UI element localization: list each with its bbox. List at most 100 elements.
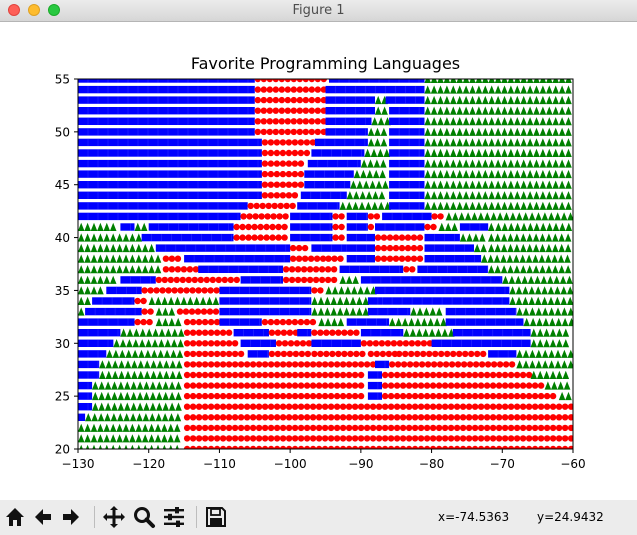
- blue-point-run: [78, 360, 100, 369]
- red-point: [231, 424, 239, 432]
- red-point: [373, 350, 381, 358]
- red-point: [357, 414, 365, 421]
- red-point: [162, 255, 170, 262]
- red-point: [267, 160, 275, 167]
- red-point: [525, 424, 533, 432]
- red-point: [278, 128, 285, 136]
- red-point: [363, 361, 371, 368]
- red-point: [398, 244, 406, 252]
- home-button[interactable]: [2, 504, 28, 530]
- data-row: [78, 222, 573, 231]
- red-point: [345, 424, 353, 432]
- red-point: [183, 445, 191, 449]
- red-point: [274, 350, 282, 358]
- red-point: [320, 128, 327, 136]
- red-point: [380, 234, 388, 241]
- red-point: [140, 297, 147, 305]
- red-point: [466, 361, 474, 368]
- red-point: [255, 445, 263, 449]
- red-point: [396, 350, 403, 358]
- red-point: [477, 445, 485, 449]
- red-point: [561, 435, 569, 442]
- red-point: [471, 371, 479, 379]
- red-point: [435, 371, 443, 379]
- red-point: [321, 424, 329, 432]
- red-point: [441, 371, 449, 379]
- red-point: [507, 371, 515, 379]
- figure-canvas[interactable]: Favorite Programming Languages −130 −120−…: [0, 22, 637, 500]
- red-point: [411, 435, 419, 442]
- red-point: [417, 435, 425, 442]
- red-point: [453, 392, 461, 400]
- red-point: [278, 86, 285, 93]
- red-point: [459, 424, 467, 432]
- red-point: [273, 181, 281, 188]
- zoom-button[interactable]: [131, 504, 157, 530]
- red-point: [332, 234, 339, 241]
- red-point: [489, 435, 497, 442]
- red-point: [255, 382, 263, 389]
- forward-button[interactable]: [58, 504, 84, 530]
- blue-point-run: [424, 233, 460, 242]
- red-point: [207, 414, 215, 421]
- red-point: [279, 435, 287, 442]
- configure-subplots-button[interactable]: [161, 504, 187, 530]
- red-point: [231, 371, 239, 379]
- red-point: [363, 424, 371, 432]
- red-point: [351, 445, 359, 449]
- red-point: [251, 234, 258, 241]
- red-point: [318, 266, 326, 273]
- red-point: [549, 392, 557, 400]
- red-point: [402, 340, 410, 347]
- red-point: [213, 424, 221, 432]
- red-point: [213, 318, 221, 326]
- red-point: [237, 445, 245, 449]
- red-point: [423, 403, 431, 410]
- red-point: [225, 424, 233, 432]
- blue-point-run: [219, 318, 262, 326]
- red-point: [332, 213, 339, 220]
- red-point: [249, 392, 257, 400]
- green-point-run: [85, 413, 182, 422]
- red-point: [314, 96, 321, 104]
- save-button[interactable]: [203, 504, 229, 530]
- data-row: [78, 79, 572, 83]
- blue-point-run: [304, 181, 351, 189]
- y-tick-label: 45: [55, 178, 70, 192]
- red-point: [225, 414, 233, 421]
- red-point: [269, 234, 276, 241]
- red-point: [374, 234, 382, 241]
- red-point: [465, 445, 473, 449]
- red-point: [189, 361, 197, 368]
- red-point: [188, 308, 196, 315]
- red-point: [267, 181, 275, 188]
- pan-button[interactable]: [101, 504, 127, 530]
- red-point: [155, 276, 162, 284]
- back-button[interactable]: [30, 504, 56, 530]
- red-point: [294, 266, 302, 273]
- red-point: [251, 223, 258, 231]
- red-point: [195, 392, 203, 400]
- data-row: [78, 95, 572, 105]
- red-point: [305, 340, 313, 347]
- red-point: [423, 392, 431, 400]
- red-point: [567, 424, 573, 432]
- red-point: [183, 350, 191, 358]
- red-point: [477, 403, 485, 410]
- red-point: [195, 340, 203, 347]
- zoom-window-button[interactable]: [48, 4, 60, 16]
- red-point: [273, 371, 281, 379]
- close-window-button[interactable]: [8, 4, 20, 16]
- red-point: [315, 392, 323, 400]
- red-point: [459, 382, 467, 389]
- green-point-run: [78, 296, 91, 305]
- red-point: [495, 424, 503, 432]
- scatter-chart[interactable]: Favorite Programming Languages −130 −120−…: [0, 22, 637, 500]
- red-point: [543, 445, 551, 449]
- red-point: [351, 435, 359, 442]
- minimize-window-button[interactable]: [28, 4, 40, 16]
- red-point: [296, 128, 303, 136]
- red-point: [297, 371, 305, 379]
- red-point: [297, 403, 305, 410]
- red-point: [213, 445, 221, 449]
